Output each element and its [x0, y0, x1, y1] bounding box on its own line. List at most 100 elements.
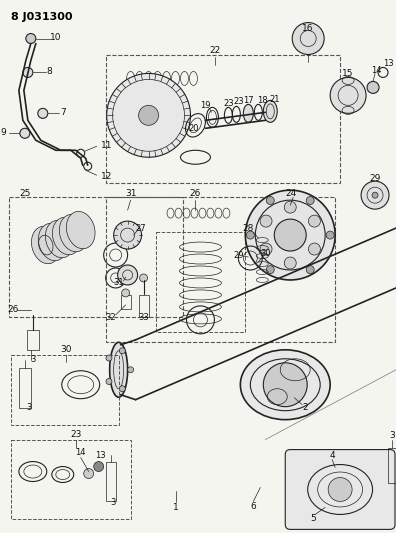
- Text: 2: 2: [303, 403, 308, 412]
- Text: 32: 32: [105, 313, 116, 322]
- Ellipse shape: [52, 217, 81, 255]
- Circle shape: [308, 215, 320, 227]
- Circle shape: [107, 74, 190, 157]
- Circle shape: [292, 22, 324, 54]
- Text: 1: 1: [173, 503, 178, 512]
- Bar: [121, 295, 131, 309]
- Text: 28: 28: [243, 223, 254, 232]
- Text: 30: 30: [60, 345, 72, 354]
- Circle shape: [274, 219, 306, 251]
- Circle shape: [306, 197, 314, 205]
- Ellipse shape: [244, 104, 253, 123]
- Text: 30: 30: [260, 248, 270, 257]
- Text: 26: 26: [7, 305, 18, 314]
- Text: 23: 23: [223, 99, 234, 108]
- Circle shape: [306, 265, 314, 273]
- Circle shape: [106, 355, 112, 361]
- Text: 6: 6: [250, 502, 256, 511]
- Text: 25: 25: [19, 189, 30, 198]
- Text: 29: 29: [233, 251, 244, 260]
- Circle shape: [128, 367, 133, 373]
- Text: 19: 19: [200, 101, 211, 110]
- Circle shape: [38, 108, 48, 118]
- Circle shape: [326, 231, 334, 239]
- Ellipse shape: [67, 212, 95, 249]
- Circle shape: [246, 231, 254, 239]
- Text: 3: 3: [26, 403, 32, 412]
- Text: 11: 11: [101, 141, 112, 150]
- Text: 9: 9: [0, 128, 6, 137]
- Circle shape: [84, 469, 94, 479]
- Text: 31: 31: [113, 278, 124, 287]
- Text: 8: 8: [46, 67, 51, 76]
- Circle shape: [246, 190, 335, 280]
- Circle shape: [118, 265, 137, 285]
- Text: 13: 13: [95, 451, 106, 460]
- Text: 21: 21: [269, 95, 280, 104]
- Circle shape: [284, 257, 296, 269]
- Text: 12: 12: [101, 172, 112, 181]
- Text: 3: 3: [389, 431, 395, 440]
- Ellipse shape: [38, 223, 67, 261]
- Bar: [19, 368, 31, 408]
- Text: 8 J031300: 8 J031300: [11, 12, 72, 22]
- Bar: [27, 330, 39, 350]
- Circle shape: [372, 192, 378, 198]
- Bar: [106, 462, 116, 502]
- Text: 4: 4: [329, 451, 335, 460]
- Circle shape: [119, 386, 125, 392]
- Text: 29: 29: [369, 174, 381, 183]
- Text: 3: 3: [30, 356, 36, 364]
- Text: 3: 3: [110, 498, 115, 507]
- Text: 10: 10: [50, 33, 61, 42]
- Text: 27: 27: [135, 223, 146, 232]
- Text: 13: 13: [383, 59, 393, 68]
- Text: 15: 15: [343, 69, 354, 78]
- Text: 5: 5: [310, 514, 316, 523]
- Circle shape: [20, 128, 30, 138]
- Circle shape: [308, 243, 320, 255]
- Text: 20: 20: [188, 124, 198, 133]
- Text: 24: 24: [285, 189, 297, 198]
- Circle shape: [119, 348, 125, 354]
- Text: 17: 17: [243, 96, 254, 105]
- Text: 31: 31: [125, 189, 136, 198]
- Circle shape: [140, 274, 148, 282]
- Circle shape: [361, 181, 389, 209]
- Text: 23: 23: [233, 97, 244, 106]
- Circle shape: [23, 68, 33, 77]
- Circle shape: [260, 243, 272, 255]
- Text: 14: 14: [371, 66, 381, 75]
- Circle shape: [330, 77, 366, 114]
- Circle shape: [94, 462, 104, 472]
- Text: 7: 7: [60, 108, 66, 117]
- Circle shape: [328, 478, 352, 502]
- Circle shape: [263, 363, 307, 407]
- Text: 26: 26: [190, 189, 201, 198]
- Text: 16: 16: [303, 24, 314, 33]
- Circle shape: [266, 265, 274, 273]
- Circle shape: [139, 106, 158, 125]
- Bar: [139, 295, 148, 317]
- Circle shape: [266, 197, 274, 205]
- Ellipse shape: [110, 342, 128, 397]
- Ellipse shape: [31, 227, 60, 264]
- Text: 22: 22: [210, 46, 221, 55]
- Circle shape: [284, 201, 296, 213]
- Ellipse shape: [59, 214, 88, 252]
- Text: 18: 18: [257, 96, 268, 105]
- Circle shape: [26, 34, 36, 44]
- Ellipse shape: [263, 100, 277, 123]
- Circle shape: [114, 221, 142, 249]
- Text: 23: 23: [70, 430, 82, 439]
- Ellipse shape: [46, 221, 74, 258]
- Circle shape: [122, 289, 129, 297]
- Text: 33: 33: [138, 313, 149, 322]
- Circle shape: [106, 378, 112, 384]
- Circle shape: [367, 82, 379, 93]
- Text: 14: 14: [76, 448, 86, 457]
- Ellipse shape: [240, 350, 330, 419]
- Circle shape: [260, 215, 272, 227]
- Bar: [388, 448, 396, 482]
- FancyBboxPatch shape: [285, 449, 395, 529]
